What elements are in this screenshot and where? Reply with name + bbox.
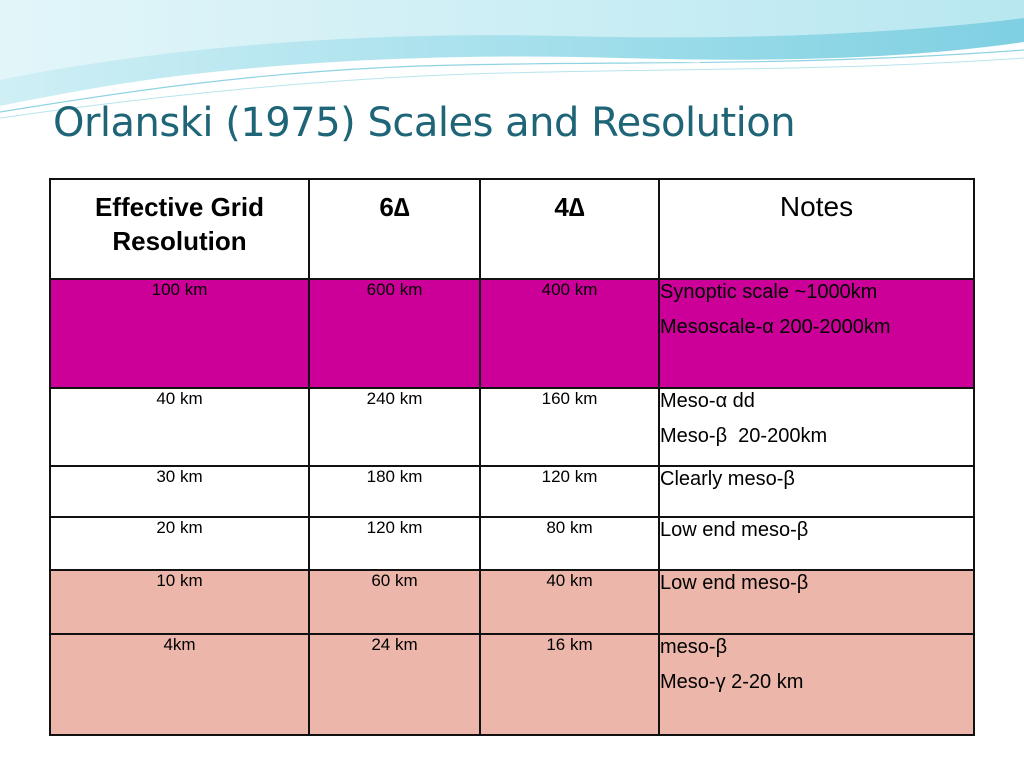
cell-six-delta: 600 km xyxy=(308,278,481,389)
table-row: 100 km 600 km 400 km Synoptic scale ~100… xyxy=(49,278,975,389)
cell-four-delta: 120 km xyxy=(479,465,660,518)
cell-notes: Clearly meso-β xyxy=(658,465,975,518)
cell-notes: meso-β Meso-γ 2-20 km xyxy=(658,633,975,736)
note-line: Low end meso-β xyxy=(660,519,809,541)
cell-four-delta: 400 km xyxy=(479,278,660,389)
note-line: Mesoscale-α 200-2000km xyxy=(660,316,891,338)
note-line: Clearly meso-β xyxy=(660,468,795,490)
cell-four-delta: 40 km xyxy=(479,569,660,635)
table-header-row: Effective Grid Resolution 6∆ 4∆ Notes xyxy=(49,178,975,280)
note-line: Meso-γ 2-20 km xyxy=(660,671,804,693)
table-row: 10 km 60 km 40 km Low end meso-β xyxy=(49,569,975,635)
cell-resolution: 4km xyxy=(49,633,310,736)
cell-resolution: 40 km xyxy=(49,387,310,467)
slide-title: Orlanski (1975) Scales and Resolution xyxy=(53,100,796,146)
scales-table: Effective Grid Resolution 6∆ 4∆ Notes 10… xyxy=(49,178,975,736)
cell-notes: Low end meso-β xyxy=(658,516,975,571)
header-wave-decoration xyxy=(0,0,1024,119)
cell-four-delta: 80 km xyxy=(479,516,660,571)
cell-notes: Low end meso-β xyxy=(658,569,975,635)
header-six-delta: 6∆ xyxy=(308,178,481,280)
header-four-delta: 4∆ xyxy=(479,178,660,280)
cell-resolution: 20 km xyxy=(49,516,310,571)
cell-six-delta: 180 km xyxy=(308,465,481,518)
header-effective-grid-resolution: Effective Grid Resolution xyxy=(49,178,310,280)
header-notes: Notes xyxy=(658,178,975,280)
cell-resolution: 30 km xyxy=(49,465,310,518)
cell-six-delta: 240 km xyxy=(308,387,481,467)
cell-four-delta: 160 km xyxy=(479,387,660,467)
cell-resolution: 100 km xyxy=(49,278,310,389)
table-row: 40 km 240 km 160 km Meso-α dd Meso-β 20-… xyxy=(49,387,975,467)
cell-notes: Synoptic scale ~1000km Mesoscale-α 200-2… xyxy=(658,278,975,389)
cell-resolution: 10 km xyxy=(49,569,310,635)
table-row: 30 km 180 km 120 km Clearly meso-β xyxy=(49,465,975,518)
note-line: Synoptic scale ~1000km xyxy=(660,281,878,303)
cell-six-delta: 24 km xyxy=(308,633,481,736)
cell-six-delta: 120 km xyxy=(308,516,481,571)
note-line: meso-β xyxy=(660,636,728,658)
note-line: Meso-α dd xyxy=(660,390,755,412)
note-line: Meso-β 20-200km xyxy=(660,425,828,447)
table-row: 20 km 120 km 80 km Low end meso-β xyxy=(49,516,975,571)
cell-notes: Meso-α dd Meso-β 20-200km xyxy=(658,387,975,467)
cell-six-delta: 60 km xyxy=(308,569,481,635)
note-line: Low end meso-β xyxy=(660,572,809,594)
cell-four-delta: 16 km xyxy=(479,633,660,736)
table-row: 4km 24 km 16 km meso-β Meso-γ 2-20 km xyxy=(49,633,975,736)
